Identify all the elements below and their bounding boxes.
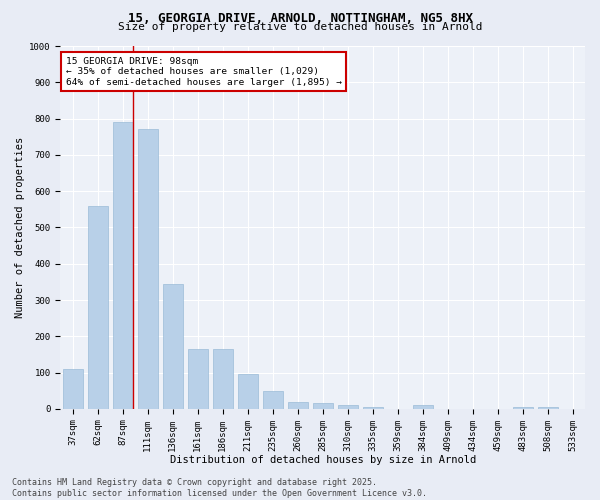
- Text: 15 GEORGIA DRIVE: 98sqm
← 35% of detached houses are smaller (1,029)
64% of semi: 15 GEORGIA DRIVE: 98sqm ← 35% of detache…: [65, 57, 341, 86]
- Bar: [113, 122, 133, 409]
- Bar: [263, 390, 283, 409]
- Bar: [512, 407, 533, 409]
- Bar: [313, 404, 332, 409]
- Bar: [213, 349, 233, 409]
- Bar: [288, 402, 308, 409]
- Bar: [362, 407, 383, 409]
- Y-axis label: Number of detached properties: Number of detached properties: [15, 137, 25, 318]
- Text: Size of property relative to detached houses in Arnold: Size of property relative to detached ho…: [118, 22, 482, 32]
- Bar: [63, 369, 83, 409]
- Bar: [188, 349, 208, 409]
- Text: Contains HM Land Registry data © Crown copyright and database right 2025.
Contai: Contains HM Land Registry data © Crown c…: [12, 478, 427, 498]
- Text: 15, GEORGIA DRIVE, ARNOLD, NOTTINGHAM, NG5 8HX: 15, GEORGIA DRIVE, ARNOLD, NOTTINGHAM, N…: [128, 12, 473, 26]
- Bar: [538, 407, 557, 409]
- Bar: [413, 405, 433, 409]
- Bar: [88, 206, 108, 409]
- Bar: [338, 405, 358, 409]
- X-axis label: Distribution of detached houses by size in Arnold: Distribution of detached houses by size …: [170, 455, 476, 465]
- Bar: [138, 130, 158, 409]
- Bar: [163, 284, 183, 409]
- Bar: [238, 374, 258, 409]
